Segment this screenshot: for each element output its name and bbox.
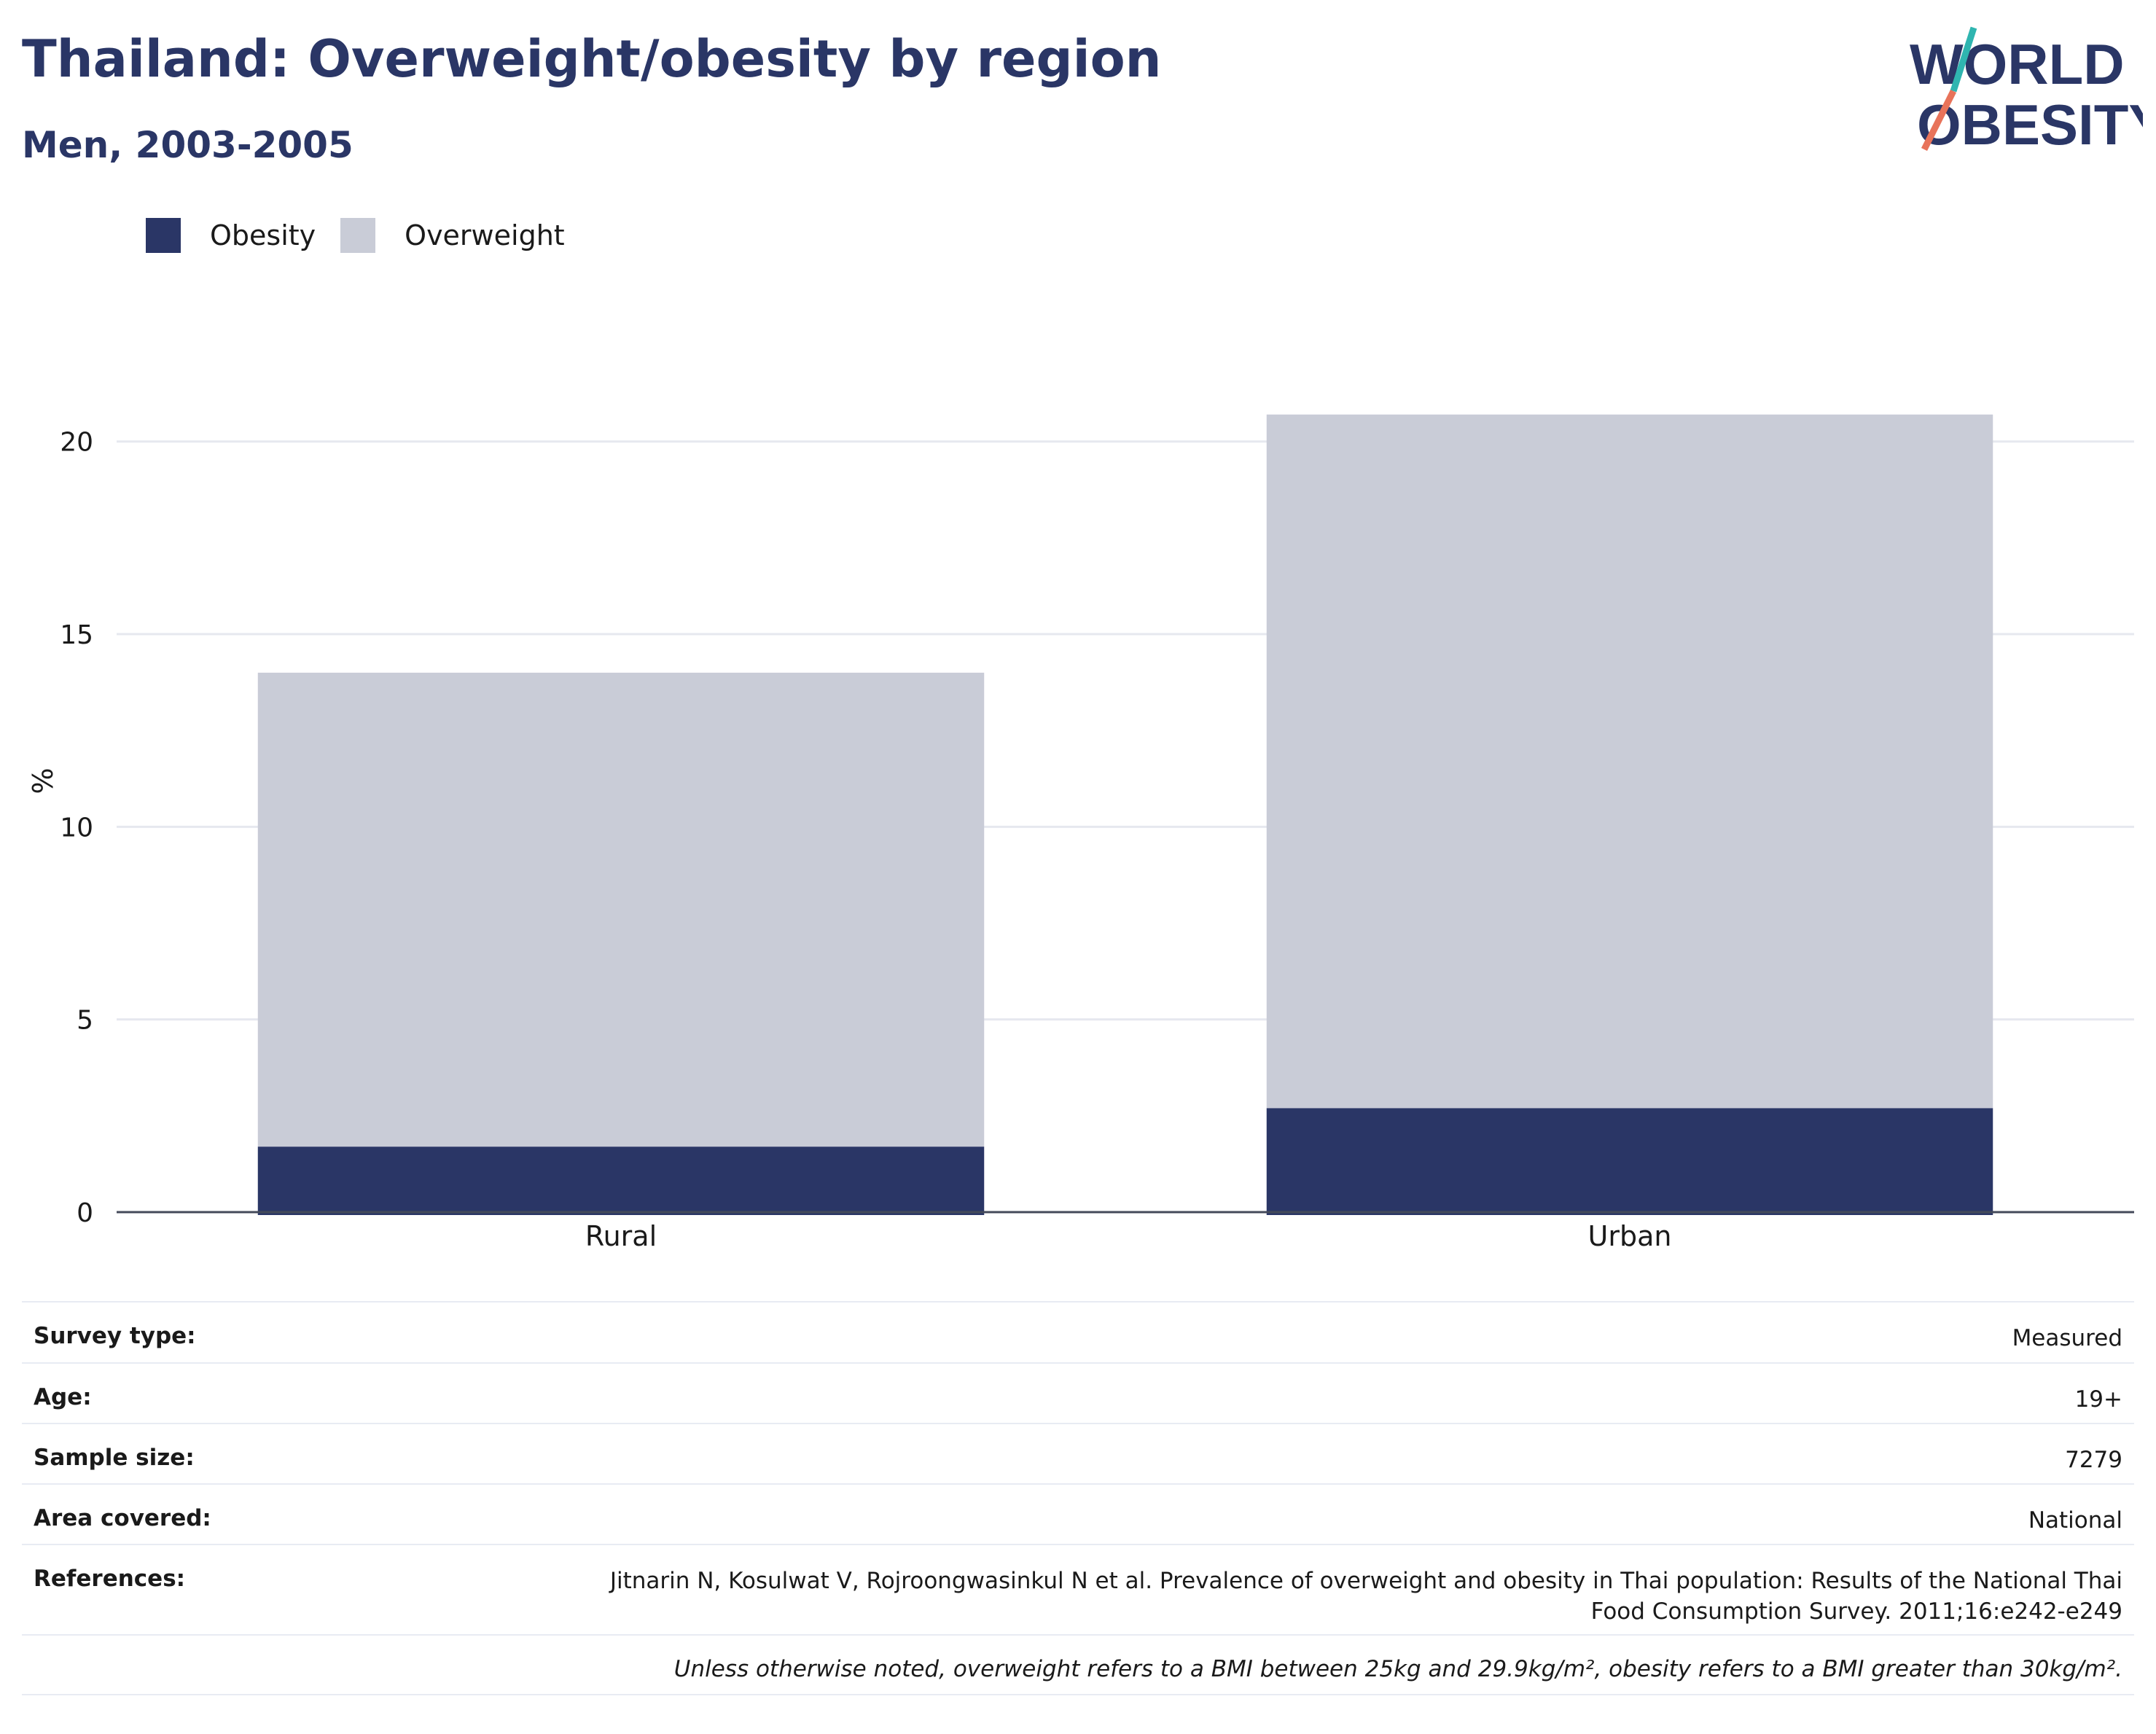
chart-legend: Obesity Overweight <box>146 217 590 254</box>
legend-label-obesity: Obesity <box>210 219 316 251</box>
legend-swatch-overweight <box>340 218 376 253</box>
info-row-note: Unless otherwise noted, overweight refer… <box>22 1634 2134 1694</box>
divider <box>22 1694 2134 1695</box>
info-row-sample-size: Sample size: 7279 <box>22 1423 2134 1483</box>
svg-text:WORLD: WORLD <box>1910 32 2125 96</box>
bar-obesity-urban <box>1266 1108 1993 1215</box>
legend-swatch-obesity <box>146 218 181 253</box>
y-tick-label: 0 <box>77 1198 93 1228</box>
svg-text:OBESITY: OBESITY <box>1917 93 2143 157</box>
bmi-definition-note: Unless otherwise noted, overweight refer… <box>673 1656 2122 1682</box>
legend-item-obesity: Obesity <box>146 218 316 253</box>
bar-overweight-urban <box>1266 414 1993 1109</box>
y-tick-label: 10 <box>60 813 93 843</box>
info-value: Measured <box>2012 1325 2122 1351</box>
legend-label-overweight: Overweight <box>405 219 565 251</box>
info-row-survey-type: Survey type: Measured <box>22 1301 2134 1362</box>
info-key: Survey type: <box>34 1323 196 1349</box>
info-row-age: Age: 19+ <box>22 1362 2134 1423</box>
info-key: Sample size: <box>34 1445 195 1471</box>
x-tick-label: Rural <box>585 1220 657 1252</box>
world-obesity-logo: WORLD OBESITY <box>1910 26 2143 157</box>
info-value: National <box>2028 1507 2122 1534</box>
info-value-reference: Jitnarin N, Kosulwat V, Rojroongwasinkul… <box>609 1568 2122 1625</box>
info-value: 7279 <box>2065 1447 2122 1473</box>
info-row-area-covered: Area covered: National <box>22 1483 2134 1544</box>
bar-overweight-rural <box>257 672 985 1147</box>
bar-chart: 0 5 10 15 20% Rural Urban <box>27 414 2134 1252</box>
chart-subtitle: Men, 2003-2005 <box>22 124 354 166</box>
y-tick-label: 15 <box>60 620 93 650</box>
bar-obesity-rural <box>257 1147 985 1215</box>
y-tick-label: 5 <box>77 1006 93 1036</box>
info-row-references: References: Jitnarin N, Kosulwat V, Rojr… <box>22 1544 2134 1634</box>
y-tick-label: 20 <box>60 428 93 458</box>
info-key: Age: <box>34 1384 92 1410</box>
info-key: Area covered: <box>34 1505 211 1531</box>
info-value: 19+ <box>2074 1386 2122 1413</box>
survey-info-table: Survey type: Measured Age: 19+ Sample si… <box>22 1301 2134 1695</box>
info-key: References: <box>34 1566 186 1592</box>
legend-item-overweight: Overweight <box>340 218 565 253</box>
y-axis-label: % <box>27 768 59 794</box>
x-tick-label: Urban <box>1588 1220 1672 1252</box>
chart-title: Thailand: Overweight/obesity by region <box>22 29 1162 89</box>
